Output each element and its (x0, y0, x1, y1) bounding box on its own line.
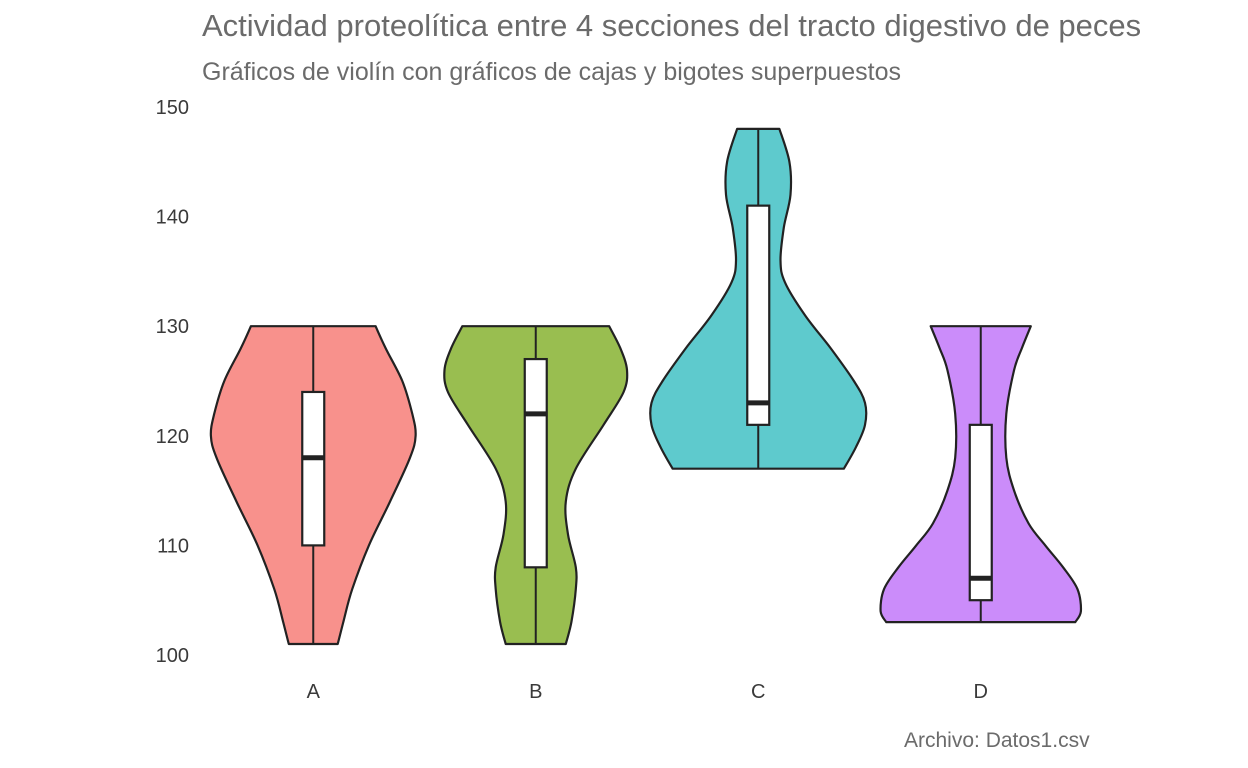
y-tick-label-110: 110 (157, 535, 189, 557)
box-B (523, 357, 548, 569)
box-D (968, 423, 993, 602)
violin-group-A (209, 325, 417, 646)
box-C (746, 204, 771, 426)
y-tick-label-140: 140 (156, 207, 189, 229)
y-axis: 100 110 120 130 140 150 (156, 97, 189, 667)
x-axis: A B C D (307, 681, 988, 703)
x-tick-label-A: A (307, 681, 321, 703)
violins (209, 127, 1083, 646)
y-tick-label-150: 150 (156, 97, 189, 119)
x-tick-label-D: D (974, 681, 988, 703)
y-tick-label-120: 120 (156, 426, 189, 448)
y-tick-label-100: 100 (156, 645, 189, 667)
chart-title: Actividad proteolítica entre 4 secciones… (202, 8, 1142, 43)
violin-group-C (649, 127, 868, 470)
y-tick-label-130: 130 (156, 316, 189, 338)
box-A (301, 390, 326, 547)
chart-caption: Archivo: Datos1.csv (904, 729, 1090, 752)
violin-group-B (443, 325, 629, 646)
chart-subtitle: Gráficos de violín con gráficos de cajas… (202, 58, 901, 86)
violin-group-D (879, 325, 1083, 624)
x-tick-label-B: B (529, 681, 542, 703)
x-tick-label-C: C (751, 681, 765, 703)
